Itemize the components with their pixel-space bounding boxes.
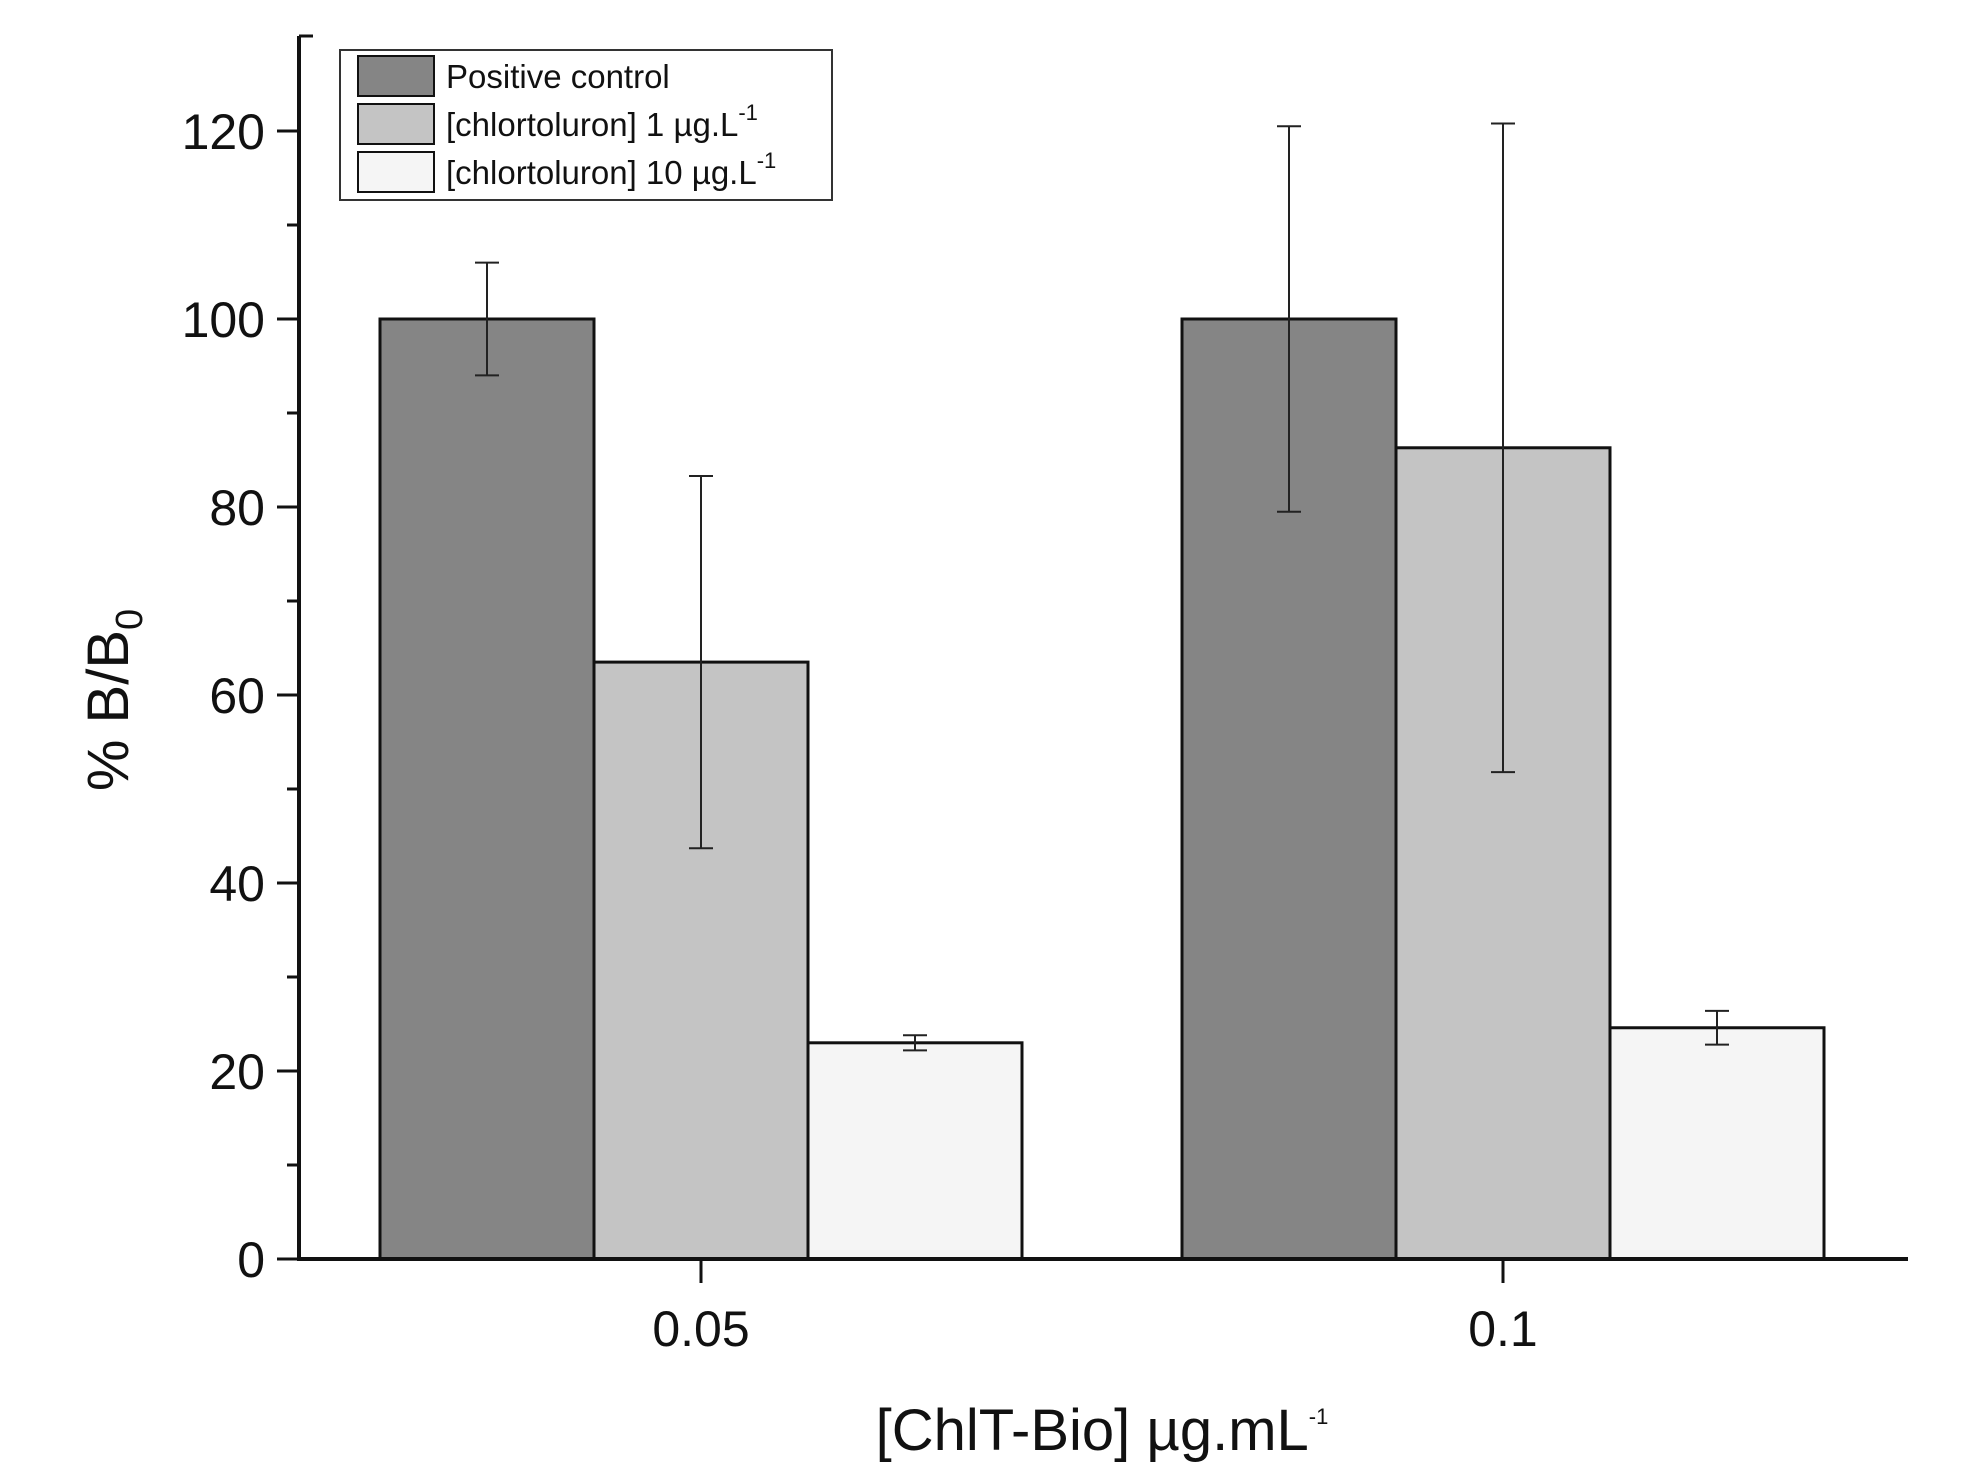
legend-label-main: Positive control <box>446 58 670 95</box>
y-tick-label: 120 <box>182 104 265 160</box>
legend-swatch <box>357 151 435 193</box>
error-bars-layer <box>475 122 1729 1052</box>
x-ticks: 0.05 0.1 <box>652 1259 1538 1357</box>
x-axis-title-main: [ChlT-Bio] µg.mL <box>876 1398 1309 1463</box>
legend-label: Positive control <box>446 58 670 95</box>
legend-label-main: [chlortoluron] 1 µg.L <box>446 106 738 143</box>
y-axis-title-subscript: 0 <box>109 609 151 630</box>
y-tick-label: 100 <box>182 292 265 348</box>
bar <box>1608 1026 1826 1261</box>
y-tick-label: 60 <box>209 668 265 724</box>
legend-label: [chlortoluron] 1 µg.L-1 <box>446 100 758 143</box>
x-axis-title: [ChlT-Bio] µg.mL-1 <box>876 1398 1329 1463</box>
y-tick-label: 40 <box>209 856 265 912</box>
bar <box>378 317 596 1261</box>
y-tick-label: 20 <box>209 1044 265 1100</box>
y-ticks: 0 20 40 60 80 100 120 <box>182 104 299 1288</box>
x-tick-label: 0.1 <box>1468 1301 1538 1357</box>
legend-label-superscript: -1 <box>757 148 777 173</box>
bar <box>806 1041 1024 1261</box>
legend-label-superscript: -1 <box>738 100 758 125</box>
y-tick-label: 80 <box>209 480 265 536</box>
legend-swatch <box>357 55 435 97</box>
x-tick-label: 0.05 <box>652 1301 749 1357</box>
axes-layer <box>297 34 1908 1261</box>
legend-items: Positive control[chlortoluron] 1 µg.L-1[… <box>357 55 776 193</box>
legend-label-main: [chlortoluron] 10 µg.L <box>446 154 757 191</box>
y-axis-title-main: % B/B <box>76 630 141 791</box>
legend-label: [chlortoluron] 10 µg.L-1 <box>446 148 776 191</box>
legend: Positive control[chlortoluron] 1 µg.L-1[… <box>339 49 833 201</box>
bars-layer <box>378 317 1826 1261</box>
y-axis-title: % B/B0 <box>76 609 151 791</box>
y-tick-label: 0 <box>237 1232 265 1288</box>
x-axis-title-superscript: -1 <box>1309 1404 1329 1429</box>
legend-swatch <box>357 103 435 145</box>
